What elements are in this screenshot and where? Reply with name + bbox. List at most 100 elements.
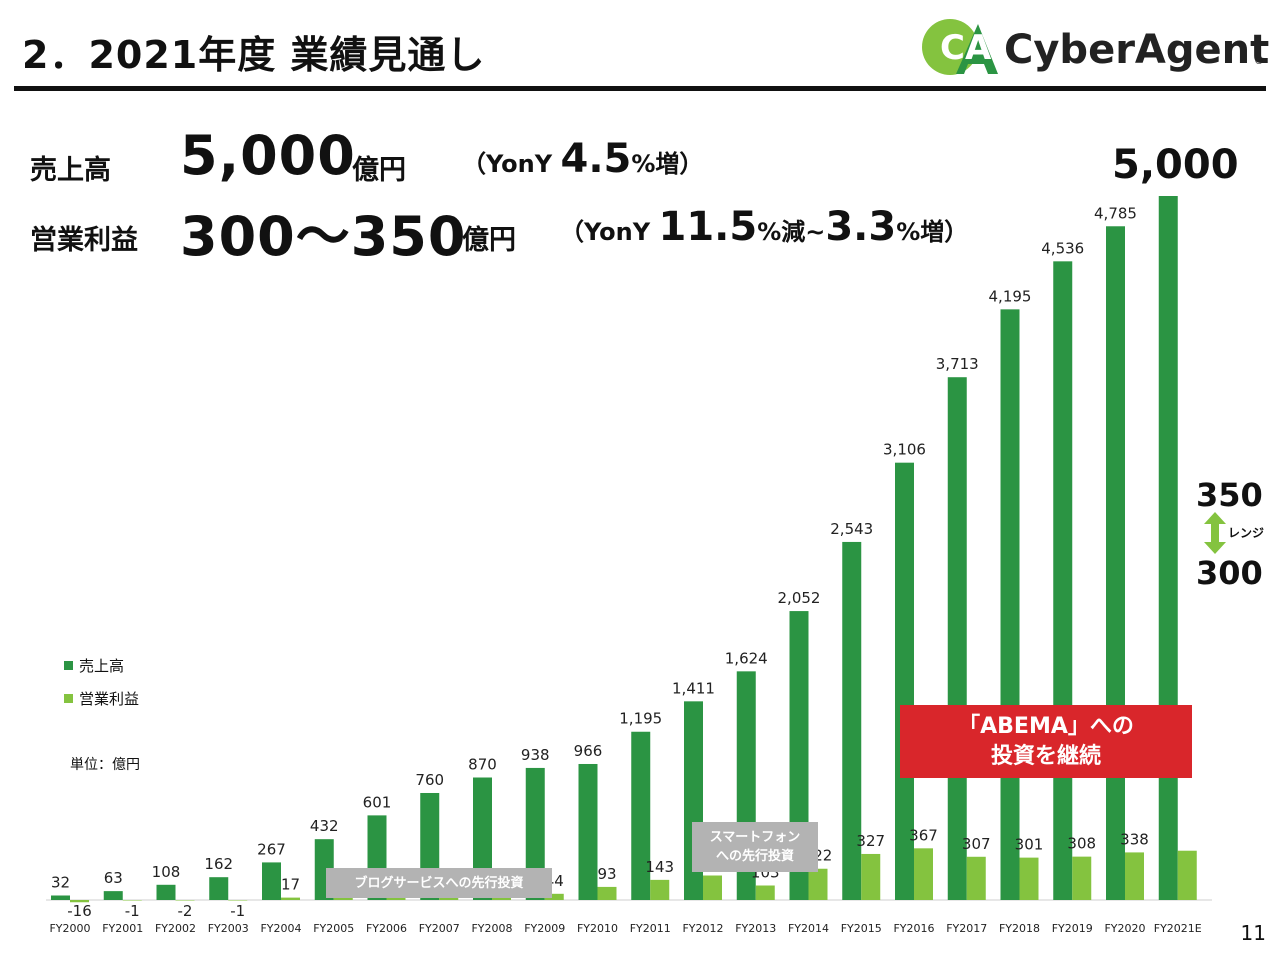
profit-bar-fy2021e <box>1177 850 1197 900</box>
cyberagent-logo: CA CyberAgent ® <box>922 19 1269 75</box>
profit-bar-fy2005 <box>333 896 353 900</box>
x-tick-label-fy2003: FY2003 <box>208 922 249 935</box>
x-tick-label-fy2014: FY2014 <box>788 922 829 935</box>
smartphone-investment-note: スマートフォン への先行投資 <box>692 822 818 872</box>
smartphone-note-line1: スマートフォン <box>709 830 801 845</box>
profit-value-label-fy2015: 327 <box>856 832 885 850</box>
page-number: 11 <box>1240 921 1266 945</box>
revenue-value-label-fy2013: 1,624 <box>725 649 768 667</box>
revenue-value-label-fy2008: 870 <box>468 756 497 774</box>
legend-profit-label: 営業利益 <box>79 690 140 708</box>
revenue-bar-fy2010 <box>578 763 598 900</box>
x-tick-label-fy2001: FY2001 <box>102 922 143 935</box>
kpi-revenue-unit: 億円 <box>352 155 406 186</box>
abema-note-line2: 投資を継続 <box>990 743 1101 769</box>
x-tick-label-fy2015: FY2015 <box>841 922 882 935</box>
revenue-bar-fy2015 <box>842 541 862 900</box>
logo-mark-text: CA <box>940 28 992 68</box>
profit-bar-fy2011 <box>650 879 670 900</box>
profit-value-label-fy2019: 308 <box>1067 835 1096 853</box>
legend-profit-swatch <box>64 694 73 703</box>
revenue-value-label-fy2003: 162 <box>204 855 233 873</box>
x-tick-label-fy2019: FY2019 <box>1052 922 1093 935</box>
revenue-bar-fy2000 <box>51 895 70 900</box>
x-tick-label-fy2011: FY2011 <box>630 922 671 935</box>
x-tick-label-fy2005: FY2005 <box>313 922 354 935</box>
profit-bar-fy2016 <box>914 848 933 900</box>
range-double-arrow-icon <box>1204 512 1226 554</box>
revenue-value-label-fy2006: 601 <box>363 793 392 811</box>
revenue-bar-fy2009 <box>525 767 545 900</box>
page-title: 2．2021年度 業績見通し <box>22 33 486 77</box>
range-caption: レンジ <box>1228 526 1265 540</box>
profit-value-label-fy2016: 367 <box>909 826 938 844</box>
kpi-profit-yoy: （YonY 11.5%減~3.3%増） <box>560 204 969 250</box>
profit-bar-fy2020 <box>1125 852 1144 900</box>
x-tick-label-fy2016: FY2016 <box>893 922 934 935</box>
profit-value-label-fy2017: 307 <box>962 835 991 853</box>
revenue-bar-fy2020 <box>1106 226 1125 901</box>
revenue-bar-fy2019 <box>1053 261 1073 901</box>
revenue-value-label-fy2002: 108 <box>152 863 181 881</box>
abema-investment-note: 「ABEMA」への 投資を継続 <box>900 705 1192 778</box>
revenue-value-label-fy2009: 938 <box>521 746 550 764</box>
profit-bar-fy2010 <box>597 886 617 900</box>
logo-wordmark: CyberAgent <box>1004 27 1269 73</box>
profit-bar-fy2012 <box>703 875 722 900</box>
profit-bar-fy2017 <box>966 856 986 900</box>
profit-bar-fy2014 <box>808 868 828 900</box>
revenue-value-label-fy2004: 267 <box>257 840 286 858</box>
title-divider <box>14 86 1266 91</box>
logo-registered-mark: ® <box>1254 56 1264 67</box>
revenue-value-label-fy2014: 2,052 <box>778 589 821 607</box>
revenue-bar-fy2011 <box>631 731 651 900</box>
legend-revenue-swatch <box>64 661 73 670</box>
legend-revenue-label: 売上高 <box>79 657 125 675</box>
revenue-bar-fy2001 <box>103 891 123 900</box>
revenue-value-label-fy2012: 1,411 <box>672 679 715 697</box>
profit-value-label-fy2018: 301 <box>1015 836 1044 854</box>
profit-value-label-fy2001: -1 <box>125 902 140 920</box>
revenue-bar-fy2004 <box>262 862 281 900</box>
smartphone-note-line2: への先行投資 <box>715 849 794 864</box>
revenue-value-label-fy2015: 2,543 <box>830 520 873 538</box>
x-tick-label-fy2007: FY2007 <box>419 922 460 935</box>
profit-bar-fy2015 <box>861 853 881 900</box>
kpi-profit-unit: 億円 <box>462 225 516 256</box>
revenue-value-label-fy2017: 3,713 <box>936 355 979 373</box>
x-tick-label-fy2009: FY2009 <box>524 922 565 935</box>
unit-note: 単位：億円 <box>70 757 140 773</box>
x-tick-label-fy2002: FY2002 <box>155 922 196 935</box>
blog-investment-note: ブログサービスへの先行投資 <box>326 868 552 898</box>
profit-bar-fy2013 <box>755 885 775 900</box>
revenue-value-label-fy2000: 32 <box>51 873 70 891</box>
revenue-value-label-fy2007: 760 <box>415 771 444 789</box>
revenue-value-label-fy2020: 4,785 <box>1094 204 1137 222</box>
x-tick-label-fy2000: FY2000 <box>49 922 90 935</box>
profit-value-label-fy2020: 338 <box>1120 830 1149 848</box>
profit-value-label-fy2002: -2 <box>178 902 193 920</box>
revenue-bar-fy2017 <box>947 377 967 900</box>
kpi-profit-label: 営業利益 <box>30 225 138 256</box>
x-tick-label-fy2017: FY2017 <box>946 922 987 935</box>
x-tick-label-fy2020: FY2020 <box>1104 922 1145 935</box>
abema-note-line1: 「ABEMA」への <box>958 713 1134 739</box>
x-tick-label-fy2013: FY2013 <box>735 922 776 935</box>
range-high-label: 350 <box>1196 476 1263 514</box>
kpi-revenue-value: 5,000 <box>180 124 356 187</box>
range-low-label: 300 <box>1196 554 1263 592</box>
x-tick-label-fy2021e: FY2021E <box>1154 922 1202 935</box>
profit-value-label-fy2004: 17 <box>281 876 300 894</box>
revenue-bar-fy2003 <box>209 877 229 900</box>
kpi-revenue-yoy: （YonY 4.5%増） <box>462 136 704 182</box>
revenue-bar-fy2016 <box>895 462 914 900</box>
x-tick-label-fy2018: FY2018 <box>999 922 1040 935</box>
revenue-value-label-fy2005: 432 <box>310 817 339 835</box>
profit-value-label-fy2010: 93 <box>597 865 616 883</box>
profit-bar-fy2000 <box>70 900 89 903</box>
legend-profit: 営業利益 <box>64 688 139 709</box>
profit-bar-fy2003 <box>228 900 248 901</box>
x-tick-label-fy2006: FY2006 <box>366 922 407 935</box>
x-tick-label-fy2010: FY2010 <box>577 922 618 935</box>
